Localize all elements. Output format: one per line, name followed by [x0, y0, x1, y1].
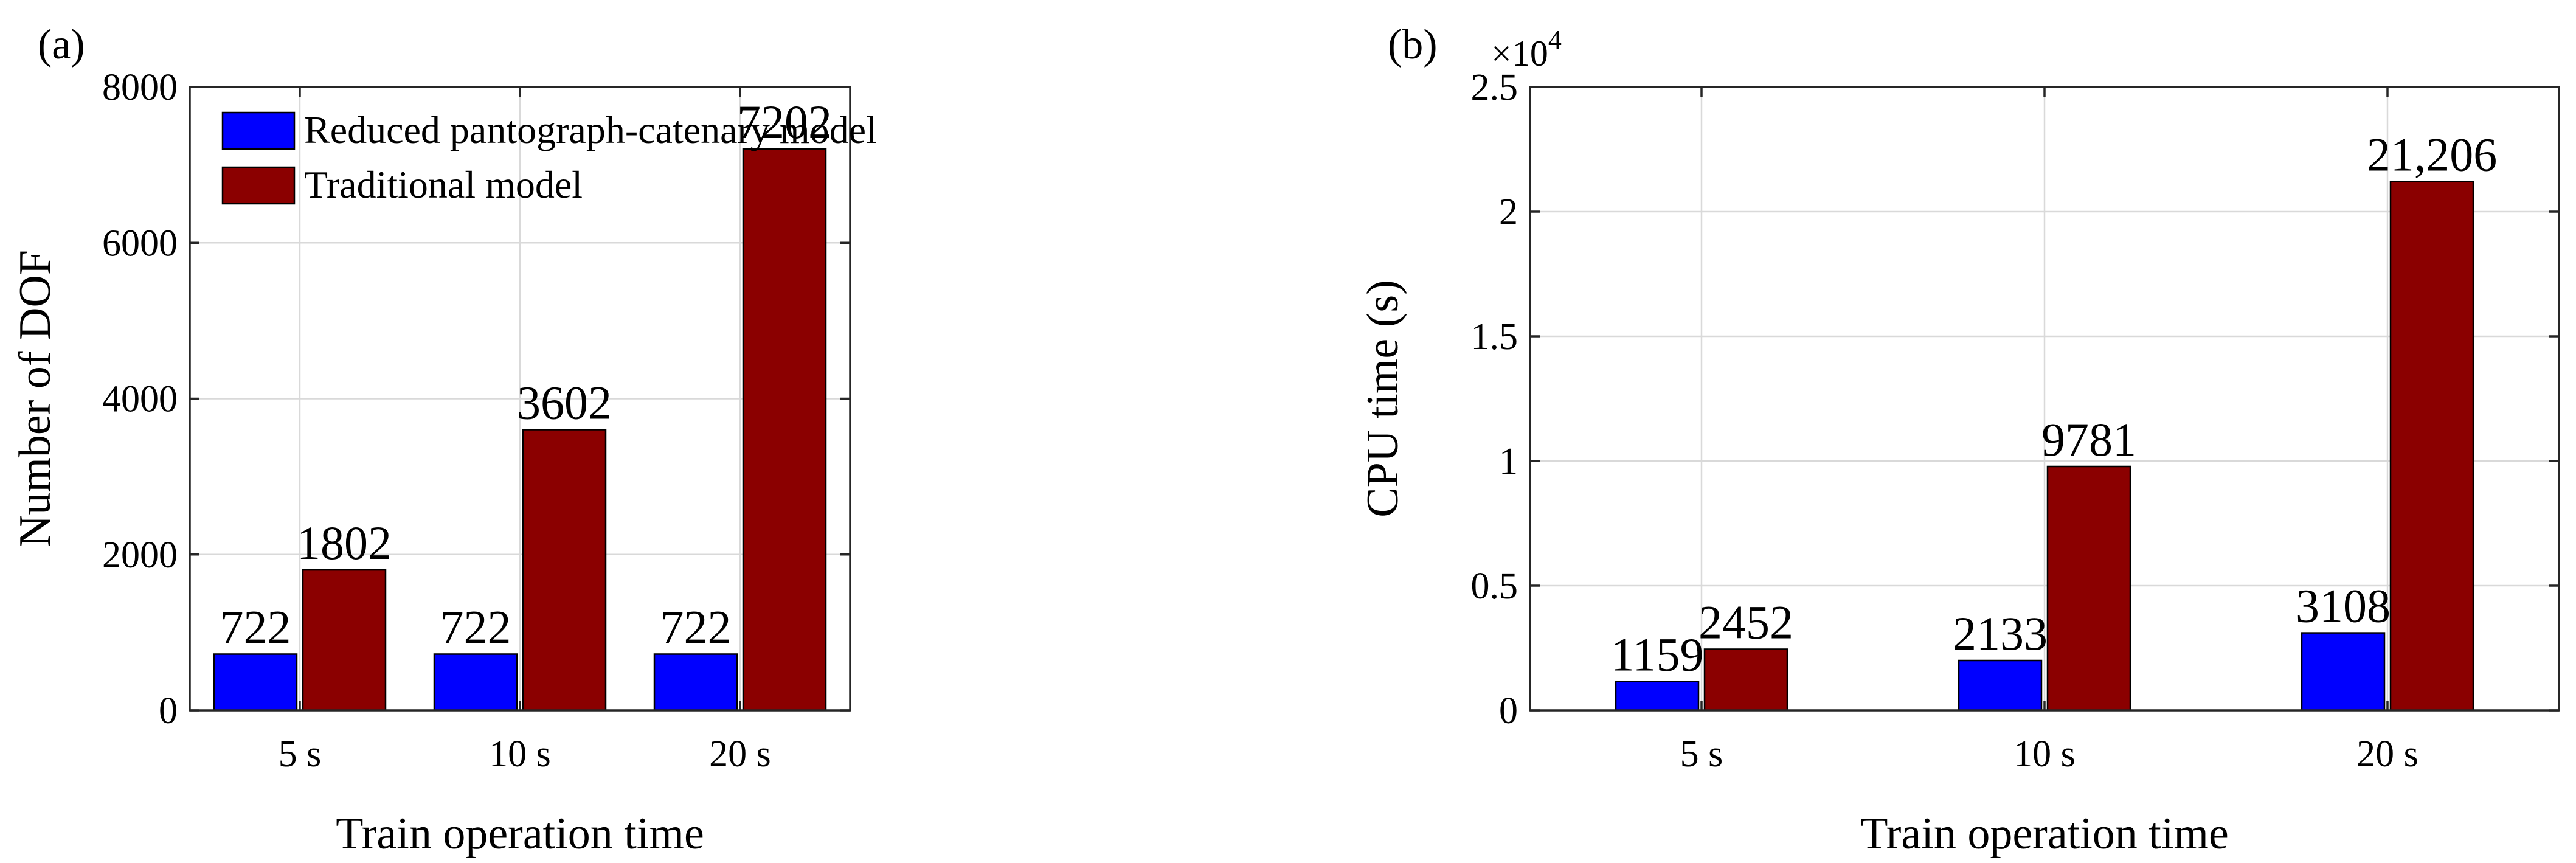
legend-label-traditional: Traditional model [304, 163, 583, 206]
bar-traditional-2 [522, 429, 607, 712]
x-tick-label: 5 s [1680, 733, 1723, 775]
y-axis-exponent: ×104 [1491, 25, 1562, 74]
y-tick-label: 0 [159, 690, 178, 732]
x-tick-label: 10 s [2013, 733, 2076, 775]
data-label: 1159 [1610, 628, 1703, 681]
legend-swatch-traditional [221, 166, 296, 205]
x-axis-title: Train operation time [336, 809, 704, 859]
x-tick-label: 10 s [489, 733, 551, 775]
x-axis-title: Train operation time [1860, 809, 2229, 859]
y-tick-label: 0.5 [1471, 566, 1518, 607]
y-axis-title: Number of DOF [10, 250, 60, 547]
y-tick-label: 6000 [102, 223, 178, 264]
data-label: 722 [440, 600, 511, 653]
bar-reduced-1 [213, 653, 298, 712]
bar-reduced-1 [1615, 681, 1700, 712]
bar-traditional-1 [1703, 648, 1788, 712]
y-tick-label: 4000 [102, 379, 178, 420]
y-axis-title: CPU time (s) [1358, 280, 1408, 518]
y-tick-label: 1 [1499, 441, 1518, 482]
data-label: 722 [220, 600, 291, 653]
exponent-power: 4 [1548, 25, 1562, 55]
y-tick-label: 2.5 [1471, 67, 1518, 108]
exponent-base: ×10 [1491, 33, 1548, 74]
legend-swatch-reduced [221, 111, 296, 150]
y-tick-label: 1.5 [1471, 316, 1518, 358]
y-tick-label: 2 [1499, 192, 1518, 233]
bar-traditional-2 [2046, 465, 2131, 712]
bar-reduced-2 [1958, 659, 2043, 712]
x-tick-label: 20 s [709, 733, 771, 775]
chart-panel-b: 1159 2133 3108 2452 9781 21,206 0 0.5 1 1.5 2 2.5 5 … [1358, 21, 2560, 859]
bar-reduced-3 [653, 653, 738, 712]
panel-label: (b) [1388, 21, 1438, 68]
y-tick-label: 2000 [102, 535, 178, 576]
data-label: 21,206 [2367, 128, 2498, 181]
data-label: 9781 [2041, 413, 2136, 466]
bar-traditional-1 [302, 569, 387, 712]
data-label: 1802 [297, 516, 392, 569]
x-tick-label: 20 s [2356, 733, 2418, 775]
data-label: 722 [660, 600, 732, 653]
y-tick-label: 0 [1499, 690, 1518, 732]
x-tick-label: 5 s [279, 733, 322, 775]
y-tick-label: 8000 [102, 67, 178, 108]
panel-label: (a) [38, 21, 85, 68]
legend-label-reduced: Reduced pantograph-catenary model [304, 108, 877, 151]
data-label: 3108 [2296, 580, 2391, 633]
bar-reduced-2 [433, 653, 518, 712]
bar-traditional-3 [2389, 181, 2474, 712]
data-label: 3602 [517, 376, 612, 429]
data-label: 2133 [1953, 607, 2048, 660]
legend: Reduced pantograph-catenary model Traditi… [221, 108, 877, 206]
chart-panel-a: 722 722 722180236027202020004000600080005 … [10, 21, 877, 859]
data-label: 2452 [1698, 595, 1793, 648]
data-label: 7202 [737, 95, 832, 148]
bar-reduced-3 [2301, 632, 2386, 712]
bar-traditional-3 [742, 148, 827, 712]
